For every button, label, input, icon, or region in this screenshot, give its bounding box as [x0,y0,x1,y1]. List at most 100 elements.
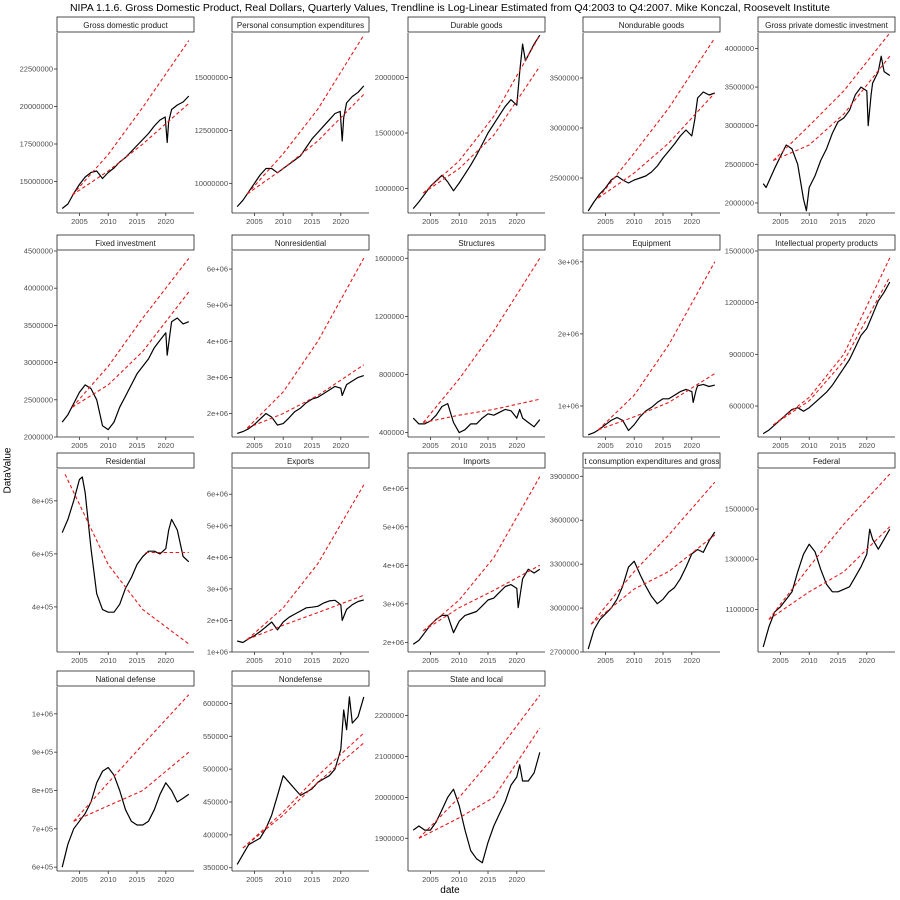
panel-15-y-tick-label: 1100000 [725,605,754,614]
panel-14: Government consumption expenditures and … [543,452,762,665]
panel-6-trend-line-2 [72,291,190,408]
panel-14-x-tick-label: 2005 [597,656,614,665]
panel-6-x-tick-label: 2015 [129,441,146,450]
panel-6-y-tick-label: 2500000 [24,395,53,404]
panel-14-x-tick-label: 2010 [626,656,643,665]
panel-5-x-tick-label: 2015 [830,217,847,226]
panel-16-y-tick-label: 6e+05 [32,863,53,872]
panel-12-title: Exports [287,457,314,466]
panel-8-y-tick-label: 800000 [379,370,404,379]
panel-9-title: Equipment [632,239,671,248]
panel-4-y-tick-label: 3500000 [550,74,579,83]
panel-10-strip [757,234,896,251]
panel-6-x-tick-label: 2005 [71,441,88,450]
panel-12-y-tick-label: 1e+06 [207,648,228,657]
panel-6-y-tick-label: 4500000 [24,247,53,256]
panel-12-x-tick-label: 2020 [332,656,349,665]
panel-8-x-tick-label: 2020 [508,441,525,450]
panel-1-x-tick-label: 2015 [129,217,146,226]
panel-2-x-tick-label: 2010 [275,217,292,226]
panel-5-y-tick-label: 2000000 [725,198,754,207]
panel-2-y-tick-label: 15000000 [195,73,228,82]
panel-4-x-tick-label: 2010 [626,217,643,226]
panel-16-x-tick-label: 2005 [71,875,88,884]
panel-10-x-tick-label: 2015 [830,441,847,450]
panel-15-strip [757,452,896,469]
panel-16-trend-line-2 [73,751,190,822]
panel-18-y-tick-label: 2000000 [375,793,404,802]
panel-16-strip [56,670,195,687]
panel-17-data-line [236,696,365,865]
panel-16-x-tick-label: 2020 [157,875,174,884]
panel-17-title: Nondefense [279,675,323,684]
panel-5-title: Gross private domestic investment [765,21,888,30]
panel-16-y-tick-label: 7e+05 [32,824,53,833]
panel-10-y-tick-label: 1500000 [725,247,754,256]
panel-3-x-tick-label: 2020 [508,217,525,226]
panel-15-y-tick-label: 1300000 [725,555,754,564]
panel-15-x-tick-label: 2015 [830,656,847,665]
panel-14-y-tick-label: 3600000 [550,516,579,525]
panel-16-y-tick-label: 1e+06 [32,709,53,718]
panel-11-x-tick-label: 2020 [157,656,174,665]
panel-3-y-tick-label: 1000000 [375,184,404,193]
panel-13: Imports 2005 2010 2015 2020 2e+06 3e+06 4e+06 5e… [383,452,546,665]
panel-17-y-tick-label: 450000 [203,798,228,807]
panel-18-x-tick-label: 2015 [480,875,497,884]
panel-18: State and local 2005 2010 2015 2020 1900000 20… [375,670,546,884]
panel-13-trend-line-1 [422,476,541,632]
panel-12-trend-line-2 [247,594,364,640]
panel-9-y-tick-label: 2e+06 [558,329,579,338]
panel-8-x-tick-label: 2015 [480,441,497,450]
panel-9-y-tick-label: 3e+06 [558,257,579,266]
panel-18-y-tick-label: 1900000 [375,834,404,843]
panel-17: Nondefense 2005 2010 2015 2020 350000 400000 45… [203,670,370,884]
panel-5: Gross private domestic investment 2005 201… [725,16,896,226]
panel-11-y-tick-label: 6e+05 [32,549,53,558]
panel-14-y-tick-label: 3000000 [550,604,579,613]
panel-2-x-tick-label: 2005 [246,217,263,226]
panel-17-strip [231,670,370,687]
panel-14-x-tick-label: 2020 [683,656,700,665]
panel-11-y-tick-label: 4e+05 [32,602,53,611]
panel-8-y-tick-label: 1600000 [375,254,404,263]
panel-11-title: Residential [106,457,146,466]
panel-4-title: Nondurable goods [619,21,684,30]
panel-15-data-line [762,528,891,648]
panel-18-y-tick-label: 2100000 [375,752,404,761]
panel-11: Residential 2005 2010 2015 2020 4e+05 6e+05 8e+… [32,452,195,665]
panel-12-trend-line-1 [246,484,365,640]
y-axis-label: DataValue [2,447,14,494]
panel-1-x-tick-label: 2010 [100,217,117,226]
panel-11-x-tick-label: 2015 [129,656,146,665]
panel-8-strip [407,234,546,251]
panel-11-data-line [61,476,190,613]
panel-1-trend-line-2 [71,103,190,196]
panel-2-trend-line-1 [246,34,365,195]
panel-15-x-tick-label: 2020 [858,656,875,665]
panel-10-y-tick-label: 600000 [729,402,754,411]
panel-7-title: Nonresidential [275,239,326,248]
panel-3-strip [407,16,546,33]
panel-7-x-tick-label: 2005 [246,441,263,450]
panel-8-y-tick-label: 1200000 [375,312,404,321]
panel-11-trend-line-1 [64,474,190,645]
panel-17-x-tick-label: 2015 [304,875,321,884]
panel-12-x-tick-label: 2005 [246,656,263,665]
x-axis-label: date [440,885,460,896]
panel-13-y-tick-label: 6e+06 [383,484,404,493]
panel-14-title: Government consumption expenditures and … [543,457,762,466]
panel-6-strip [56,234,195,251]
panel-3-x-tick-label: 2010 [451,217,468,226]
panel-5-strip [757,16,896,33]
panel-15-y-tick-label: 1500000 [725,505,754,514]
panel-4: Nondurable goods 2005 2010 2015 2020 2500000 3… [550,16,721,226]
panel-17-y-tick-label: 550000 [203,732,228,741]
panel-1-data-line [61,95,190,209]
panel-1-y-tick-label: 15000000 [20,177,53,186]
panel-15-x-tick-label: 2010 [801,656,818,665]
panel-6-data-line [61,317,190,431]
panel-8-trend-line-2 [423,398,540,424]
panel-13-y-tick-label: 2e+06 [383,638,404,647]
panel-12-data-line [237,599,364,644]
